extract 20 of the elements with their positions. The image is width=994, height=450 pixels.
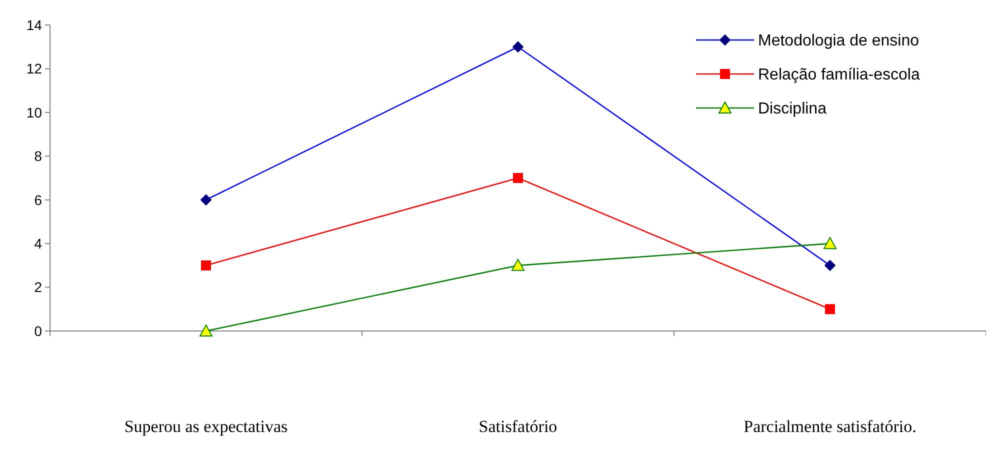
legend-label: Disciplina — [758, 100, 827, 118]
legend-label: Metodologia de ensino — [758, 32, 920, 50]
point — [512, 258, 524, 271]
y-tick-label: 0 — [34, 322, 42, 339]
y-tick-label: 8 — [34, 148, 42, 164]
x-tick-label: Satisfatório — [478, 417, 558, 436]
y-tick-label: 14 — [26, 16, 42, 33]
legend-label: Relação família-escola — [758, 66, 920, 84]
x-tick-label: Superou as expectativas — [124, 417, 288, 436]
y-tick-label: 10 — [26, 104, 42, 120]
y-tick-label: 4 — [34, 235, 42, 252]
x-tick-label: Parcialmente satisfatório. — [744, 417, 916, 436]
point — [200, 324, 212, 336]
point — [201, 260, 211, 270]
y-tick-label: 12 — [26, 60, 42, 77]
y-tick-label: 2 — [34, 279, 42, 296]
point — [825, 304, 835, 314]
point — [513, 173, 523, 183]
y-tick-label: 6 — [34, 192, 42, 208]
point — [824, 237, 836, 250]
